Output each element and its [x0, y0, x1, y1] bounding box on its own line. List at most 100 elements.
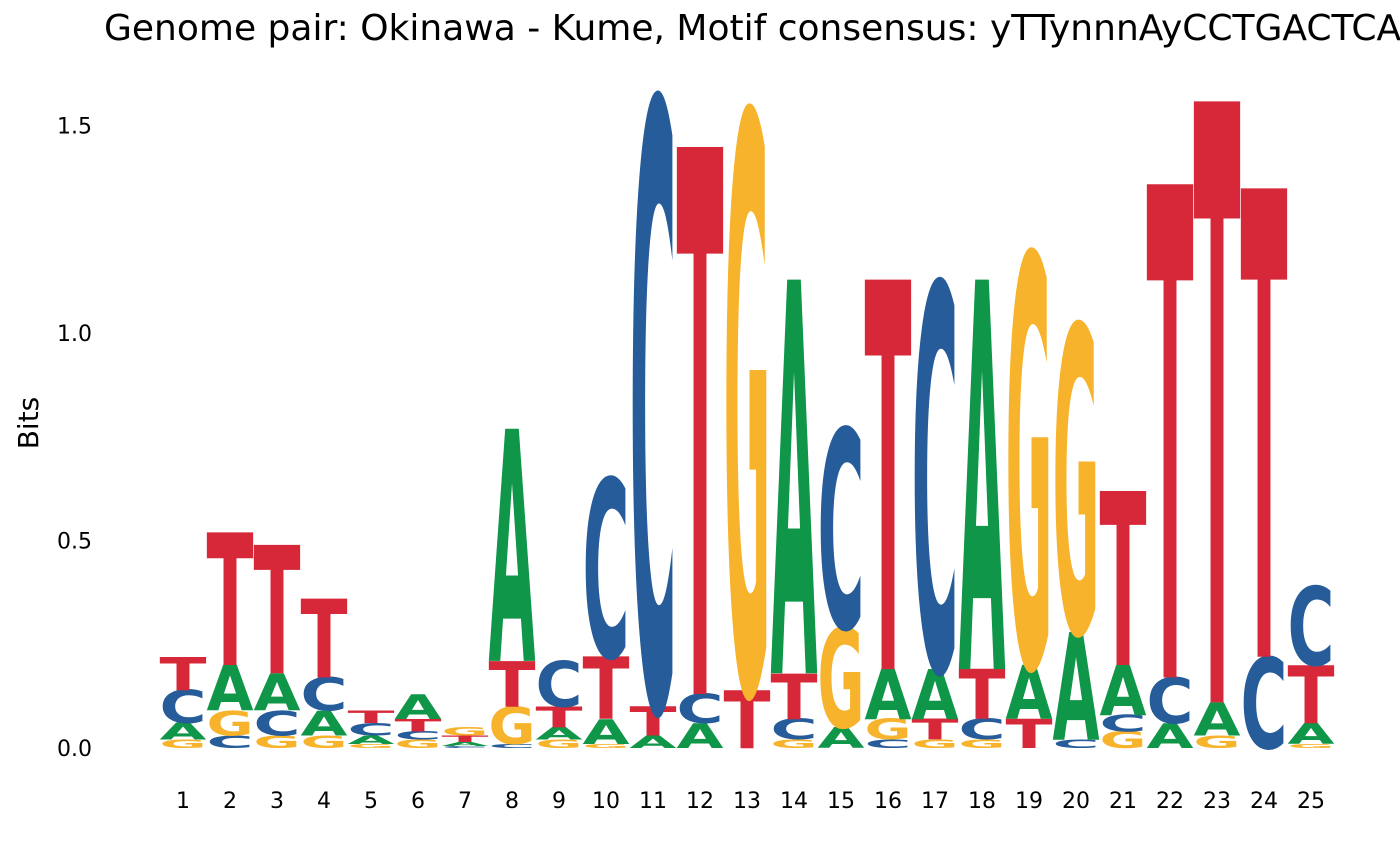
logo-letter-g: G [1194, 732, 1241, 752]
x-tick-label: 11 [639, 789, 667, 814]
x-tick-label: 10 [592, 789, 620, 814]
logo-letter-t: T [254, 510, 301, 715]
logo-letter-a: A [959, 173, 1006, 795]
logo-letter-g: G [818, 601, 865, 760]
x-tick-label: 23 [1203, 789, 1231, 814]
x-tick-label: 21 [1109, 789, 1137, 814]
y-axis: 0.0 0.5 1.0 1.5 [57, 115, 92, 763]
logo-letter-c: C [1240, 633, 1287, 778]
logo-letter-t: T [1241, 60, 1288, 808]
x-tick-label: 9 [552, 789, 566, 814]
logo-letter-t: T [583, 641, 630, 740]
logo-letter-g: G [301, 732, 348, 752]
logo-letter-c: C [818, 374, 865, 692]
logo-letter-c: C [535, 648, 582, 721]
logo-letter-g: G [1100, 728, 1147, 754]
logo-letter-c: C [1288, 565, 1335, 690]
x-tick-label: 4 [317, 789, 331, 814]
x-tick-label: 20 [1062, 789, 1090, 814]
logo-letter-t: T [301, 578, 348, 703]
logo-letter-g: G [207, 704, 254, 744]
logo-letter-a: A [254, 664, 302, 723]
x-tick-label: 25 [1297, 789, 1325, 814]
x-tick-label: 15 [827, 789, 855, 814]
x-tick-label: 16 [874, 789, 902, 814]
logo-letter-t: T [630, 699, 678, 745]
logo-letter-c: C [677, 687, 724, 733]
logo-letter-a: A [1194, 693, 1242, 746]
logo-letter-g: G [395, 738, 442, 751]
x-tick-label: 12 [686, 789, 714, 814]
x-tick-label: 19 [1015, 789, 1043, 814]
logo-letter-c: C [959, 713, 1006, 746]
logo-letter-a: A [912, 657, 959, 736]
logo-letter-t: T [1288, 649, 1335, 742]
x-tick-label: 7 [458, 789, 472, 814]
x-tick-label: 13 [733, 789, 761, 814]
logo-letter-c: C [771, 713, 818, 746]
logo-letter-c: C [1100, 711, 1147, 738]
logo-letter-t: T [724, 674, 771, 767]
logo-letter-c: C [207, 733, 254, 753]
logo-letter-a: A [630, 732, 678, 752]
logo-letter-t: T [911, 714, 958, 747]
logo-letter-t: T [395, 715, 442, 735]
y-axis-title: Bits [12, 397, 45, 450]
x-tick-label: 24 [1250, 789, 1278, 814]
logo-letter-a: A [536, 724, 584, 744]
logo-letter-g: G [771, 738, 818, 751]
logo-letter-c: C [442, 745, 489, 748]
logo-letter-c: C [911, 178, 958, 794]
logo-letter-a: A [818, 722, 865, 755]
logo-letter-g: G [865, 713, 912, 746]
logo-letter-c: C [1146, 665, 1193, 738]
y-tick-label: 1.0 [57, 322, 92, 347]
x-tick-label: 6 [411, 789, 425, 814]
logo-letter-g: G [442, 725, 489, 738]
logo-letter-c: C [489, 743, 536, 750]
logo-letter-a: A [865, 657, 912, 736]
logo-letter-a: A [583, 712, 630, 752]
logo-letter-t: T [535, 701, 582, 734]
logo-letter-c: C [630, 0, 677, 865]
logo-letter-c: C [348, 720, 395, 740]
logo-letter-a: A [347, 733, 394, 746]
logo-letter-t: T [1194, 0, 1241, 865]
x-tick-label: 1 [176, 789, 190, 814]
x-tick-label: 5 [364, 789, 378, 814]
logo-letter-a: A [677, 716, 724, 756]
logo-letter-g: G [536, 738, 583, 751]
logo-letter-c: C [300, 669, 347, 722]
x-tick-label: 17 [921, 789, 949, 814]
logo-letter-a: A [1053, 602, 1100, 775]
logo-letter-g: G [724, 0, 771, 865]
logo-letter-a: A [1100, 652, 1147, 731]
logo-letter-c: C [865, 737, 912, 750]
logo-letter-g: G [912, 738, 959, 751]
logo-letter-t: T [489, 649, 536, 722]
logo-letter-t: T [442, 734, 490, 744]
x-tick-label: 3 [270, 789, 284, 814]
logo-letter-t: T [865, 173, 912, 796]
logo-letter-a: A [207, 653, 254, 726]
logo-letter-a: A [1288, 718, 1335, 751]
logo-letter-t: T [1006, 712, 1054, 758]
x-axis: 1 2 3 4 5 6 7 8 9 10 11 12 13 14 15 16 17 18 19 20 21 22 23 24 2… [176, 789, 1325, 814]
logo-letter-a: A [489, 366, 536, 737]
logo-letter-t: T [677, 0, 724, 865]
chart-title: Genome pair: Okinawa - Kume, Motif conse… [104, 8, 1400, 49]
x-tick-label: 18 [968, 789, 996, 814]
logo-letter-g: G [583, 743, 630, 750]
logo-letter-g: G [160, 738, 207, 751]
logo-letter-a: A [395, 687, 442, 727]
logo-letter-g: G [1288, 743, 1335, 750]
x-tick-label: 22 [1156, 789, 1184, 814]
logo-glyphs: GACTCGATGCATGACTGACTGCTACATGCGTAGATCGATC… [159, 0, 1334, 865]
y-tick-label: 0.0 [57, 737, 92, 762]
logo-letter-t: T [160, 648, 207, 701]
logo-letter-t: T [1147, 51, 1194, 837]
logo-letter-a: A [1006, 650, 1053, 736]
y-tick-label: 0.5 [57, 530, 92, 555]
x-tick-label: 2 [223, 789, 237, 814]
